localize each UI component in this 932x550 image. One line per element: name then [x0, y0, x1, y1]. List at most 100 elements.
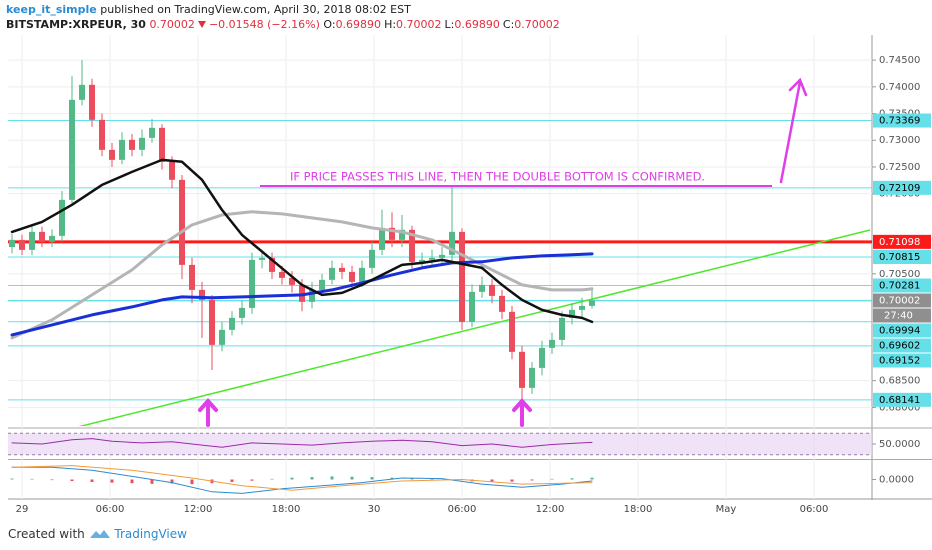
candle-body	[389, 227, 395, 240]
macd-histogram-bar	[530, 479, 534, 481]
candle-body	[159, 127, 165, 162]
time-tick-label: 12:00	[536, 504, 565, 515]
price-tick-label: 0.73000	[879, 135, 920, 146]
candle-body	[399, 229, 405, 240]
time-tick-label: 06:00	[448, 504, 477, 515]
macd-pane	[10, 465, 594, 494]
trendline	[78, 229, 871, 426]
macd-histogram-bar	[310, 477, 314, 480]
macd-histogram-bar	[170, 479, 174, 484]
candle-body	[299, 284, 305, 302]
macd-histogram-bar	[110, 479, 114, 483]
macd-histogram-bar	[350, 476, 354, 480]
macd-histogram-bar	[70, 479, 74, 482]
macd-histogram-bar	[250, 479, 254, 481]
axis-labels: 29 06:00 12:00 18:00 30 06:00 12:00 18:00 May 06:…	[16, 55, 931, 515]
candle-body	[479, 284, 485, 292]
brand[interactable]: TradingView	[114, 527, 187, 541]
macd-histogram-bar	[410, 478, 414, 480]
down-triangle	[197, 21, 206, 28]
candle-body	[589, 300, 595, 306]
candle-body	[439, 254, 445, 258]
candle-body	[429, 257, 435, 260]
level-label-bg	[873, 278, 931, 293]
macd-histogram-bar	[50, 479, 54, 481]
candle-body	[289, 277, 295, 285]
moving-average	[10, 158, 594, 324]
candle-body	[509, 311, 515, 352]
candle-body	[419, 259, 425, 262]
macd-histogram-bar	[570, 478, 574, 480]
macd-histogram-bar	[10, 478, 14, 480]
bottom-arrow	[512, 397, 532, 427]
level-label-bg	[873, 293, 931, 308]
ohlc-label: C:	[502, 18, 515, 31]
candle-body	[69, 99, 75, 200]
ohlc-value: 0.69890	[335, 18, 382, 31]
candle-body	[309, 289, 315, 302]
time-tick-label: 18:00	[272, 504, 301, 515]
countdown-bg	[873, 308, 931, 323]
time-tick-label: 06:00	[96, 504, 125, 515]
level-label: 0.69602	[879, 341, 920, 352]
annotation-text: IF PRICE PASSES THIS LINE, THEN THE DOUB…	[290, 170, 705, 184]
time-tick-label: 18:00	[624, 504, 653, 515]
candle-body	[339, 267, 345, 272]
publish-line: keep_it_simple published on TradingView.…	[6, 2, 563, 17]
macd-histogram-bar	[270, 478, 274, 480]
candle-body	[39, 231, 45, 242]
macd-histogram-bar	[590, 477, 594, 480]
time-tick-label: 06:00	[800, 504, 829, 515]
rsi-band-fill	[8, 433, 872, 455]
ohlc-label: O:	[323, 18, 336, 31]
ohlc-value: 0.70002	[514, 18, 560, 31]
level-label: 0.69994	[879, 326, 920, 337]
footer: Created with TradingView	[8, 526, 187, 541]
logo	[89, 530, 110, 538]
macd-histogram-bar	[550, 478, 554, 480]
level-label: 0.71098	[879, 237, 920, 248]
macd-histogram-bar	[430, 478, 434, 480]
level-label-bg	[873, 234, 931, 249]
macd-histogram-bar	[90, 479, 94, 482]
macd-tick-label: 0.0000	[879, 475, 914, 486]
level-label: 0.70002	[879, 296, 920, 307]
author[interactable]: keep_it_simple	[6, 3, 97, 16]
grid	[8, 35, 872, 499]
candle-body	[559, 317, 565, 340]
price-tick-label: 0.74500	[879, 55, 920, 66]
level-label-bg	[873, 249, 931, 264]
candle-body	[239, 307, 245, 318]
ohlc-label: H:	[384, 18, 397, 31]
candle-body	[359, 267, 365, 282]
rsi-line	[11, 438, 593, 448]
symbol-line: BITSTAMP:XRPEUR, 30 0.70002 −0.01548 (−2.…	[6, 17, 563, 32]
candle-body	[99, 119, 105, 150]
candle-body	[259, 257, 265, 260]
candle-body	[519, 351, 525, 388]
time-tick-label: May	[716, 504, 737, 515]
level-label-bg	[873, 353, 931, 368]
candle-body	[9, 239, 15, 248]
candle-body	[379, 227, 385, 250]
candle-body	[409, 229, 415, 262]
last-price: 0.70002	[149, 18, 195, 31]
level-label: 0.68141	[879, 395, 920, 406]
candle-body	[139, 137, 145, 150]
price-pane	[8, 60, 872, 426]
macd-histogram-bar	[230, 479, 234, 482]
level-label-bg	[873, 338, 931, 353]
time-tick-label: 29	[16, 504, 29, 515]
candle-body	[279, 271, 285, 278]
ohlc: O:0.69890 H:0.70002 L:0.69890 C:0.70002	[323, 18, 562, 31]
price-tick-label: 0.72500	[879, 162, 920, 173]
symbol: BITSTAMP:XRPEUR, 30	[6, 18, 146, 31]
candle-body	[149, 127, 155, 138]
candle-body	[449, 231, 455, 255]
change: −0.01548 (−2.16%)	[208, 18, 320, 31]
macd-histogram-bar	[150, 479, 154, 484]
candle-body	[269, 257, 275, 272]
macd-histogram-bar	[190, 479, 194, 485]
candle-body	[169, 161, 175, 180]
level-label: 0.72109	[879, 183, 920, 194]
